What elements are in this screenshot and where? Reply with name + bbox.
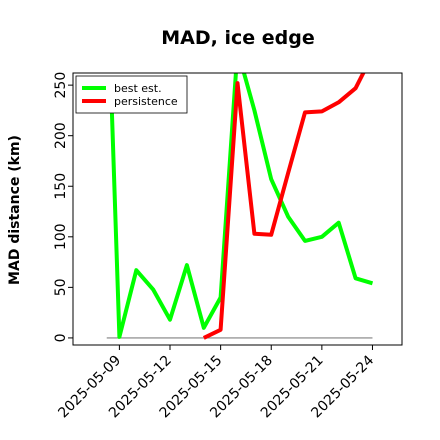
chart-title: MAD, ice edge <box>161 27 314 49</box>
y-tick-label: 50 <box>53 278 69 296</box>
y-tick-label: 100 <box>53 223 69 250</box>
series-line-best-est <box>109 73 374 339</box>
series-line-persistence <box>202 73 366 340</box>
y-tick-label: 0 <box>53 333 69 342</box>
legend-box <box>75 75 188 114</box>
legend-entry-label: persistence <box>114 95 178 108</box>
legend-entry-label: best est. <box>114 82 162 95</box>
legend: best est.persistence <box>75 75 188 114</box>
y-tick-label: 150 <box>53 173 69 200</box>
plot-area-frame <box>72 72 403 346</box>
y-axis-label: MAD distance (km) <box>7 135 23 285</box>
y-tick-label: 250 <box>53 72 69 99</box>
y-tick-label: 200 <box>53 122 69 149</box>
